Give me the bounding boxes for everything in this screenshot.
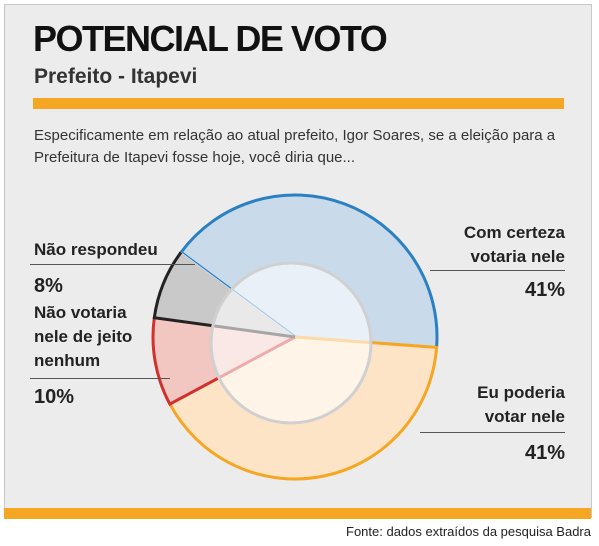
label-rule: [420, 432, 565, 433]
pie-slice-edge: [178, 193, 439, 348]
slice-label: Não respondeu: [34, 240, 158, 259]
value-label: 41%: [524, 279, 565, 301]
chart-subtitle: Prefeito - Itapevi: [34, 65, 198, 88]
pie-slice-edge: [151, 317, 296, 407]
label-rule: [30, 264, 195, 265]
value-label: 10%: [34, 386, 75, 408]
slice-label: Eu poderia votar nele: [477, 383, 565, 426]
value-label: 41%: [524, 442, 565, 464]
chart-title: POTENCIAL DE VOTO: [33, 18, 388, 59]
value-label: 8%: [34, 275, 63, 297]
pie-slice-edge: [168, 335, 439, 481]
accent-bar: [33, 98, 564, 109]
description: Especificamente em relação ao atual pref…: [34, 127, 556, 166]
source-note: Fonte: dados extraídos da pesquisa Badra: [346, 524, 591, 539]
inner-circle: [209, 261, 373, 425]
accent-bar: [4, 508, 591, 519]
pie-slice-edge: [152, 251, 296, 339]
label-rule: [430, 270, 565, 271]
label-rule: [30, 378, 170, 379]
slice-label: Não votaria nele de jeito nenhum: [34, 303, 133, 370]
slice-label: Com certeza votaria nele: [463, 223, 565, 266]
